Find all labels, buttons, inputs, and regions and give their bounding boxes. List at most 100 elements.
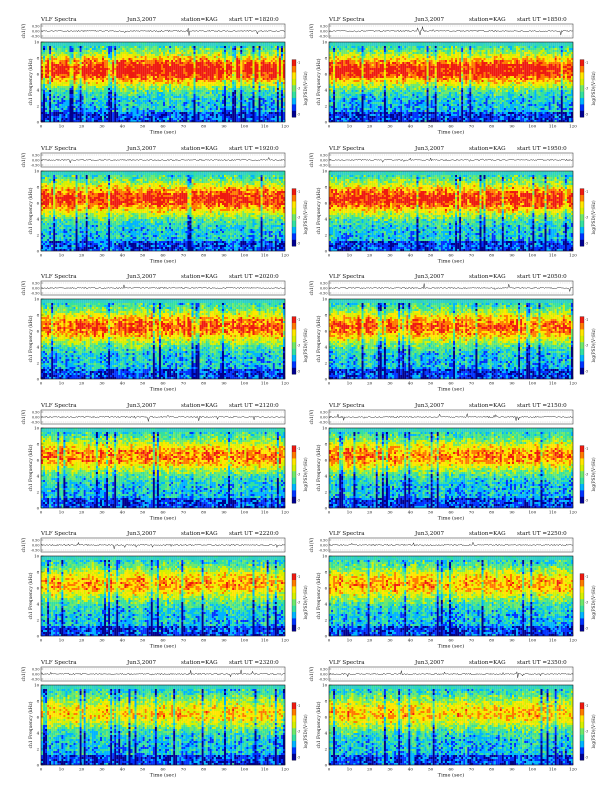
time-axis-label: Time (sec)	[150, 257, 176, 264]
freq-tick-label: 0	[325, 505, 328, 510]
time-tick-label: 90	[221, 509, 227, 514]
freq-tick-label: 2	[325, 489, 328, 494]
panel-date: Jun3,2007	[414, 660, 444, 666]
time-tick-label: 110	[549, 638, 557, 643]
panel-title-label: VLF Spectra	[40, 403, 77, 409]
waveform-tick-label: 0.50	[32, 281, 40, 285]
colorbar-tick-label: -1	[297, 575, 300, 579]
spectrogram-panel: VLF Spectra Jun3,2007 station=KAG start UT …	[310, 400, 612, 530]
time-tick-label: 50	[428, 381, 434, 386]
spectrogram-panel: VLF Spectra Jun3,2007 station=KAG start UT …	[22, 400, 330, 530]
waveform-axis-label: ch1(V)	[310, 666, 315, 681]
waveform-tick-label: -0.50	[31, 163, 40, 167]
time-tick-label: 120	[281, 124, 289, 129]
time-tick-label: 40	[120, 766, 126, 771]
spectrogram-cells	[329, 427, 574, 508]
waveform-tick-label: -0.50	[319, 420, 328, 424]
panel-date: Jun3,2007	[126, 531, 156, 537]
time-tick-label: 30	[99, 638, 105, 643]
waveform-tick-label: -0.50	[31, 291, 40, 295]
time-tick-label: 120	[569, 381, 577, 386]
time-tick-label: 80	[489, 252, 495, 257]
time-tick-label: 80	[201, 124, 207, 129]
waveform-axis-label: ch1(V)	[22, 537, 27, 552]
waveform-tick-label: 0.50	[320, 410, 328, 414]
colorbar-label: log(PSD)(V²/Hz)	[591, 713, 596, 747]
freq-axis-label: ch1 Frequency (kHz)	[317, 187, 322, 234]
freq-tick-label: 4	[325, 601, 328, 606]
time-tick-label: 30	[99, 766, 105, 771]
spectrogram-panel: VLF Spectra Jun3,2007 station=KAG start UT …	[22, 528, 330, 658]
panel-start-ut: start UT =2020:0	[229, 274, 279, 280]
spectrogram-panel: VLF Spectra Jun3,2007 station=KAG start UT …	[22, 271, 330, 401]
spectrogram-cells	[329, 42, 574, 123]
time-tick-label: 90	[509, 638, 515, 643]
waveform-tick-label: 0.50	[32, 24, 40, 28]
waveform-tick-label: -0.50	[31, 677, 40, 681]
time-tick-label: 10	[347, 766, 353, 771]
colorbar	[580, 59, 584, 118]
time-tick-label: 100	[241, 124, 249, 129]
time-axis-label: Time (sec)	[438, 771, 464, 778]
time-axis-label: Time (sec)	[438, 514, 464, 521]
time-tick-label: 110	[549, 766, 557, 771]
freq-tick-label: 10	[34, 39, 40, 44]
spectrogram-panel: VLF Spectra Jun3,2007 station=KAG start UT …	[22, 143, 330, 273]
time-tick-label: 0	[40, 638, 43, 643]
waveform-trace	[328, 26, 574, 36]
time-tick-label: 120	[569, 638, 577, 643]
time-tick-label: 60	[448, 638, 454, 643]
colorbar-frame	[291, 59, 297, 118]
time-tick-label: 110	[261, 381, 269, 386]
time-tick-label: 40	[120, 381, 126, 386]
freq-tick-label: 10	[322, 553, 328, 558]
colorbar-label: log(PSD)(V²/Hz)	[303, 199, 308, 233]
panel-start-ut: start UT =2320:0	[229, 660, 279, 666]
time-tick-label: 10	[347, 252, 353, 257]
time-tick-label: 30	[387, 638, 393, 643]
freq-tick-label: 6	[325, 457, 328, 462]
time-tick-label: 110	[549, 124, 557, 129]
panel-start-ut: start UT =1950:0	[517, 146, 567, 152]
panel-start-ut: start UT =1920:0	[229, 146, 279, 152]
time-tick-label: 90	[221, 252, 227, 257]
time-axis-label: Time (sec)	[438, 386, 464, 393]
colorbar-tick-label: -1	[585, 189, 588, 193]
waveform-tick-label: 0.50	[32, 153, 40, 157]
freq-axis-label: ch1 Frequency (kHz)	[29, 58, 34, 105]
panel-date: Jun3,2007	[126, 274, 156, 280]
colorbar-tick-label: -3	[585, 601, 588, 605]
time-tick-label: 40	[120, 509, 126, 514]
time-tick-label: 120	[569, 124, 577, 129]
colorbar-frame	[579, 187, 585, 246]
freq-tick-label: 4	[37, 730, 40, 735]
time-tick-label: 0	[40, 252, 43, 257]
time-tick-label: 90	[221, 124, 227, 129]
time-tick-label: 0	[328, 766, 331, 771]
colorbar	[292, 316, 296, 375]
time-tick-label: 70	[469, 252, 475, 257]
time-tick-label: 100	[241, 638, 249, 643]
waveform-tick-label: 0.50	[320, 538, 328, 542]
colorbar-frame	[579, 573, 585, 632]
colorbar-tick-label: -3	[297, 472, 300, 476]
time-tick-label: 0	[328, 509, 331, 514]
panel-svg: VLF Spectra Jun3,2007 station=KAG start UT …	[22, 146, 308, 265]
time-tick-label: 0	[40, 381, 43, 386]
panel-station: station=KAG	[469, 531, 506, 537]
waveform-tick-label: -0.50	[319, 34, 328, 38]
freq-axis-label: ch1 Frequency (kHz)	[29, 701, 34, 748]
freq-axis-label: ch1 Frequency (kHz)	[29, 572, 34, 619]
colorbar	[580, 316, 584, 375]
freq-tick-label: 4	[325, 344, 328, 349]
time-tick-label: 10	[347, 638, 353, 643]
panel-title-label: VLF Spectra	[40, 274, 77, 280]
panel-start-ut: start UT =2220:0	[229, 531, 279, 537]
time-tick-label: 70	[181, 638, 187, 643]
waveform-tick-label: -0.50	[319, 548, 328, 552]
colorbar-tick-label: -1	[297, 318, 300, 322]
time-tick-label: 70	[469, 638, 475, 643]
freq-axis-label: ch1 Frequency (kHz)	[29, 315, 34, 362]
time-tick-label: 100	[529, 766, 537, 771]
time-tick-label: 10	[59, 252, 65, 257]
